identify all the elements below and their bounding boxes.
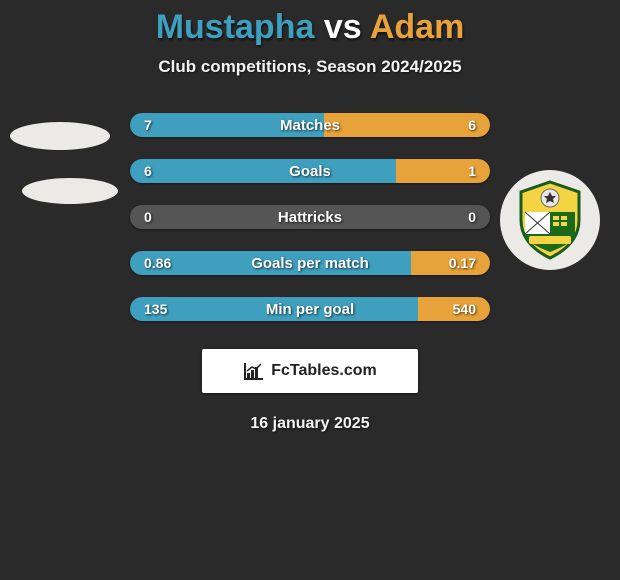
watermark-text: FcTables.com	[271, 362, 377, 380]
avatar-player1-shape-bottom	[22, 178, 118, 204]
comparison-bars: 7Matches66Goals10Hattricks00.86Goals per…	[130, 113, 490, 321]
bar-value-right: 6	[468, 113, 476, 137]
avatar-player1-shape-top	[10, 122, 110, 150]
stat-bar: 7Matches6	[130, 113, 490, 137]
date: 16 january 2025	[0, 415, 620, 433]
title-vs: vs	[324, 8, 362, 46]
bar-label: Goals per match	[130, 251, 490, 275]
watermark: FcTables.com	[202, 349, 418, 393]
page-title: Mustapha vs Adam	[0, 0, 620, 47]
bar-label: Goals	[130, 159, 490, 183]
title-player1: Mustapha	[156, 8, 315, 46]
stat-bar: 0.86Goals per match0.17	[130, 251, 490, 275]
chart-icon	[243, 361, 265, 381]
stat-bar: 0Hattricks0	[130, 205, 490, 229]
shield-icon	[515, 180, 585, 260]
bar-value-right: 540	[453, 297, 476, 321]
stat-bar: 135Min per goal540	[130, 297, 490, 321]
bar-value-right: 1	[468, 159, 476, 183]
bar-label: Hattricks	[130, 205, 490, 229]
club-badge-player2	[500, 170, 600, 270]
bar-label: Min per goal	[130, 297, 490, 321]
subtitle: Club competitions, Season 2024/2025	[0, 57, 620, 77]
bar-value-right: 0	[468, 205, 476, 229]
bar-value-right: 0.17	[449, 251, 476, 275]
title-player2: Adam	[370, 8, 464, 46]
bar-label: Matches	[130, 113, 490, 137]
stat-bar: 6Goals1	[130, 159, 490, 183]
